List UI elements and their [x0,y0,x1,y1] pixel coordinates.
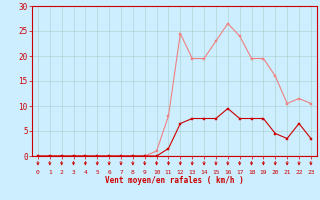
X-axis label: Vent moyen/en rafales ( km/h ): Vent moyen/en rafales ( km/h ) [105,176,244,185]
